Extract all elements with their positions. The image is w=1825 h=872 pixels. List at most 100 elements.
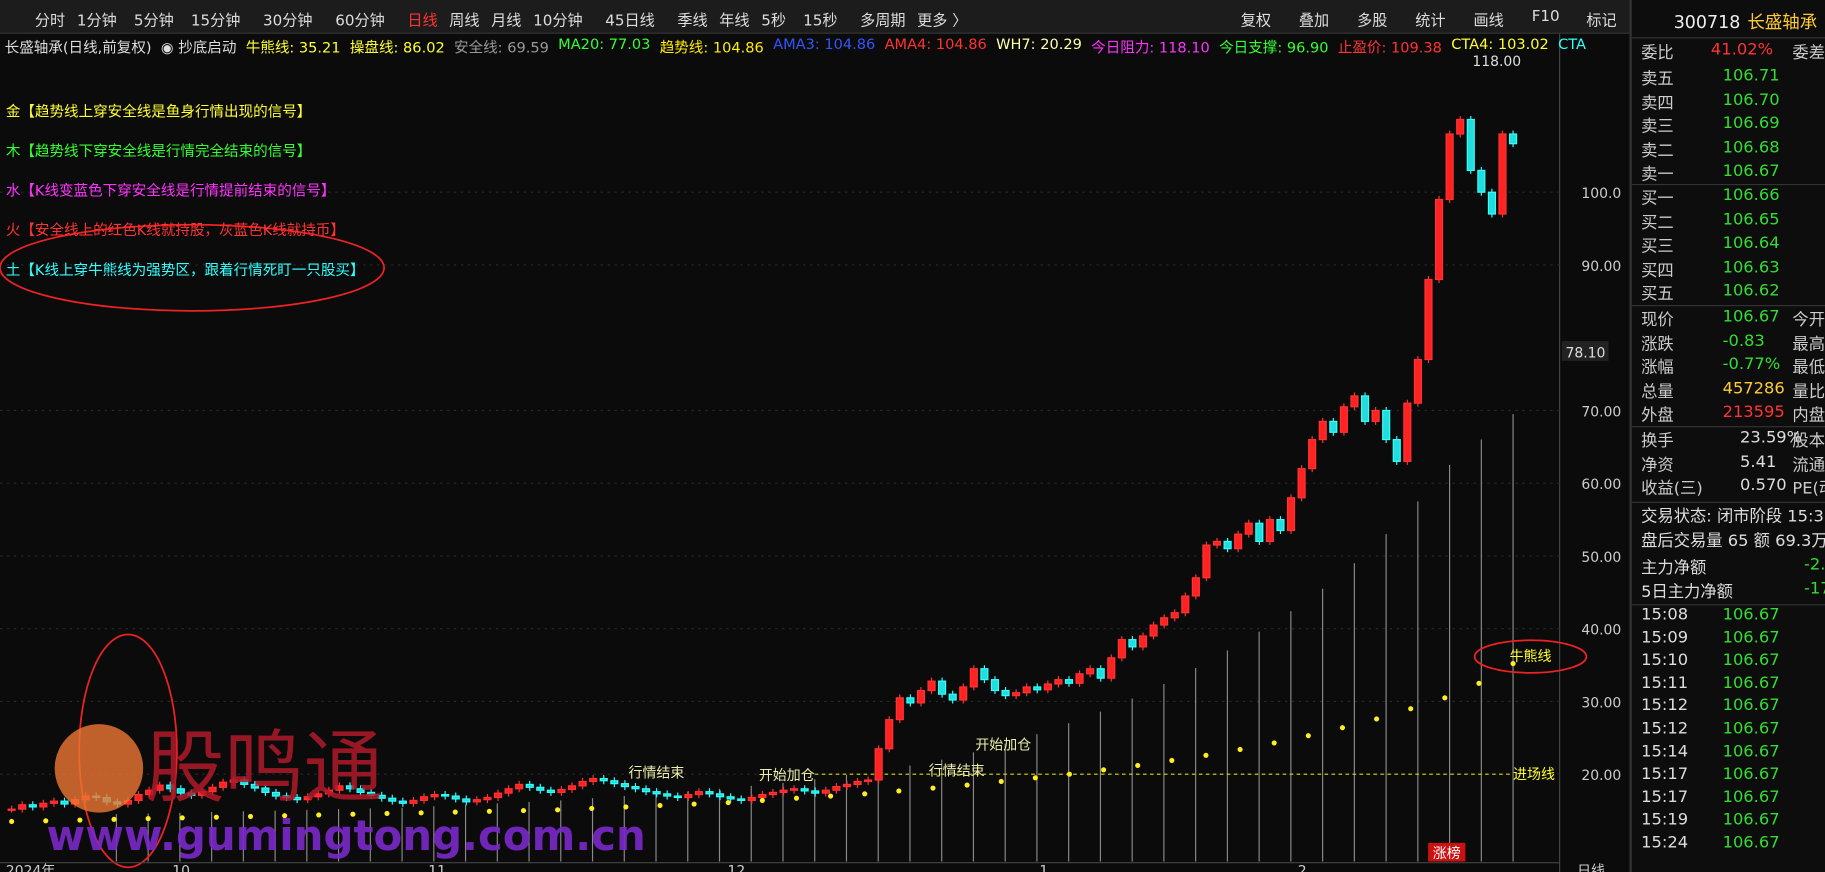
tick-price: 106.67 [1722, 787, 1780, 807]
tick-time: 15:17 [1641, 787, 1689, 807]
quote-row: 买三 106.64 [1641, 234, 1825, 257]
tool-button[interactable]: 标记 [1586, 12, 1617, 31]
period-tab[interactable]: 分时 [34, 12, 66, 31]
quote-row: 买一 106.66 [1641, 186, 1825, 209]
indicator: ◉ 抄底启动 [161, 35, 237, 57]
stock-header: 300718 长盛轴承 [1674, 9, 1817, 33]
tick-time: 15:08 [1641, 605, 1689, 625]
candle [441, 793, 450, 797]
period-tab[interactable]: 季线 [677, 12, 708, 31]
bull-bear-dot [1408, 706, 1414, 712]
candle [1001, 689, 1010, 697]
period-tab[interactable]: 15分钟 [190, 12, 241, 31]
candle [409, 799, 418, 804]
period-tab[interactable]: 5秒 [761, 12, 786, 31]
candle [356, 788, 365, 793]
bull-bear-dot [77, 817, 83, 823]
candle [176, 788, 185, 794]
candle [684, 793, 693, 799]
candle [145, 789, 154, 796]
bull-bear-dot [384, 810, 390, 817]
quote-row: 卖四 106.70 [1641, 90, 1825, 113]
tick-time: 15:12 [1641, 719, 1689, 739]
candle [1434, 198, 1444, 281]
candle [430, 793, 439, 798]
quote-row: 15:12 106.67 [1641, 719, 1825, 742]
quote-row: 买五 106.62 [1641, 282, 1825, 305]
tool-button[interactable]: 多股 [1357, 12, 1388, 31]
period-tab[interactable]: 月线 [491, 12, 522, 31]
indicator-value: 96.90 [1286, 38, 1329, 56]
period-tab[interactable]: 日线 [407, 12, 438, 31]
period-tab[interactable]: 1分钟 [76, 12, 117, 31]
period-tab[interactable]: 更多 〉 [917, 12, 968, 31]
candle [39, 802, 48, 808]
quote-label: 量比 [1792, 382, 1825, 402]
bull-bear-dot [1101, 767, 1107, 773]
x-tick-label: 2 [1298, 863, 1307, 872]
annotation: 金【趋势线上穿安全线是鱼身行情出现的信号】 [5, 102, 312, 120]
tool-button[interactable]: F10 [1531, 8, 1560, 26]
indicator-value: 104.86 [935, 34, 987, 53]
indicator: 今日支撑: 96.90 [1219, 35, 1328, 57]
period-tab[interactable]: 45日线 [605, 12, 655, 31]
period-tab[interactable]: 多周期 [860, 12, 906, 31]
candle [166, 784, 175, 790]
x-tick-label: 2024年 [6, 863, 56, 872]
quote-row: 总量 457286 量比 [1641, 379, 1825, 402]
candle [1403, 402, 1412, 462]
quote-value: 23.59% [1740, 428, 1803, 448]
period-tab[interactable]: 60分钟 [335, 12, 385, 31]
candle [1064, 679, 1074, 684]
bull-bear-dot [930, 785, 936, 791]
quote-row: 15:17 106.67 [1641, 788, 1825, 811]
candle [821, 789, 830, 794]
candle [303, 796, 312, 801]
bull-bear-dot [145, 816, 151, 822]
quote-label: 最低 [1792, 358, 1825, 378]
tick-time: 15:10 [1641, 651, 1689, 670]
ask-label: 卖四 [1641, 93, 1674, 113]
candle [282, 795, 291, 799]
candle [1360, 395, 1370, 422]
quote-row: 净资 5.41 流通 [1641, 452, 1825, 475]
period-tab[interactable]: 30分钟 [263, 12, 313, 31]
sep [1631, 305, 1825, 307]
bull-bear-dot [691, 801, 697, 807]
status: 交易状态: 闭市阶段 15:3 [1641, 507, 1824, 527]
indicator-value: 104.86 [712, 38, 764, 56]
bull-bear-dot [9, 818, 15, 825]
tool-button[interactable]: 统计 [1415, 12, 1446, 31]
candle [1149, 624, 1158, 637]
tool-button[interactable]: 复权 [1240, 12, 1271, 31]
ask-label: 卖五 [1641, 69, 1674, 89]
bid-label: 买二 [1641, 213, 1674, 233]
quote-label: 换手 [1641, 431, 1674, 451]
tool-button[interactable]: 画线 [1473, 12, 1504, 31]
period-tab[interactable]: 5分钟 [133, 12, 174, 31]
bull-bear-dot [247, 813, 254, 819]
quote-value: 5.41 [1740, 452, 1777, 471]
label: 委差 [1792, 44, 1825, 63]
candle [1181, 595, 1190, 614]
bull-bear-dot [998, 778, 1004, 785]
period-tab[interactable]: 年线 [719, 12, 750, 31]
bid-label: 买四 [1641, 261, 1674, 280]
candle [1107, 657, 1116, 679]
period-tab[interactable]: 10分钟 [533, 12, 583, 31]
candle [990, 679, 1000, 692]
candle [1350, 395, 1359, 408]
tick-price: 106.67 [1722, 696, 1780, 716]
candle [1138, 635, 1148, 648]
period-tab[interactable]: 周线 [449, 12, 480, 31]
tool-button[interactable]: 叠加 [1298, 12, 1330, 31]
candle [261, 787, 270, 793]
bull-bear-dot [111, 816, 117, 822]
candle [1339, 406, 1348, 433]
candle [504, 788, 513, 794]
period-tab[interactable]: 15秒 [803, 12, 838, 31]
quote-label: 最高 [1792, 334, 1825, 354]
bull-bear-dot [725, 800, 731, 806]
tick-time: 15:09 [1641, 628, 1689, 647]
x-tick-label: 11 [428, 863, 446, 872]
